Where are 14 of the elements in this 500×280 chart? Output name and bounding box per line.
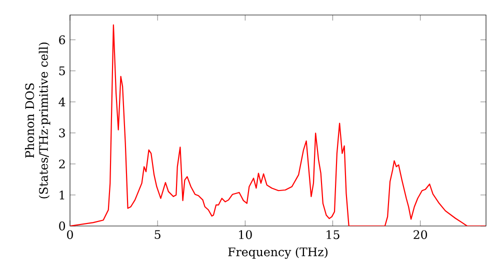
y-tick-label: 5 — [59, 66, 65, 76]
x-tick-label: 0 — [67, 230, 73, 240]
x-tick-label: 15 — [326, 230, 340, 240]
y-tick-label: 3 — [59, 128, 65, 138]
y-tick-label: 6 — [59, 35, 66, 44]
y-tick-label: 1 — [60, 190, 64, 200]
x-tick-label: 10 — [239, 230, 252, 240]
y-tick-label: 0 — [59, 222, 66, 230]
x-axis-title: Frequency (THz) — [228, 247, 328, 259]
x-tick-label: 20 — [414, 230, 428, 240]
y-axis-title: Phonon DOS (States/THz·primitive cell) — [24, 42, 50, 198]
x-tick-label: 5 — [154, 230, 160, 239]
y-tick-label: 4 — [58, 98, 66, 106]
y-tick-label: 2 — [59, 160, 65, 168]
